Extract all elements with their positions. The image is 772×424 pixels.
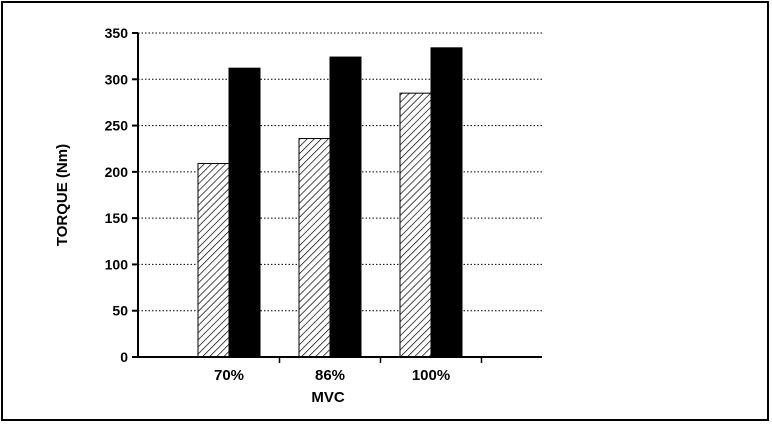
y-tick-label: 100 [105,256,129,272]
y-tick-label: 350 [105,25,129,41]
y-tick-label: 150 [105,210,129,226]
bar-solid [329,56,362,358]
x-category-label: 100% [412,367,450,384]
bar-hatched [197,163,230,358]
y-tick-label: 300 [105,71,129,87]
x-axis-label: MVC [311,389,345,406]
bars [197,47,463,358]
bar-solid [228,67,261,358]
y-tick-label: 250 [105,118,129,134]
y-tick-label: 0 [120,349,128,365]
y-tick-label: 200 [105,164,129,180]
x-category-label: 70% [214,367,244,384]
y-axis-label: TORQUE (Nm) [54,144,71,246]
x-category-label: 86% [315,367,345,384]
y-tick-label: 50 [112,303,128,319]
labels: 0 50 100 150 200 250 300 350 70% 86% 100% [105,25,451,384]
bar-hatched [399,92,432,358]
bar-hatched [298,138,331,358]
axes [132,32,542,363]
bar-solid [430,47,463,358]
